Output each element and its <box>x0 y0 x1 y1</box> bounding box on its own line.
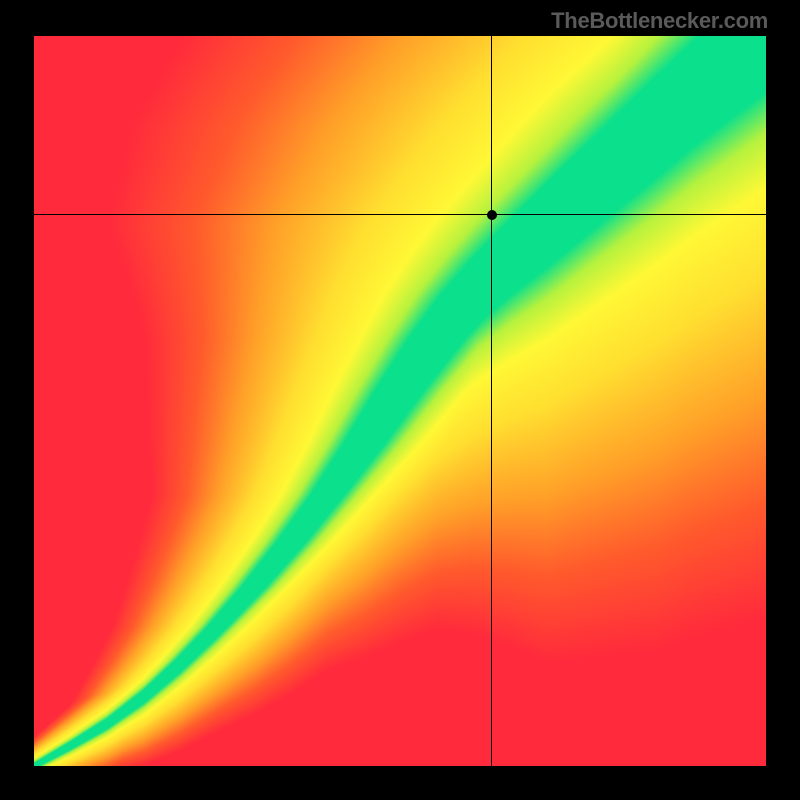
chart-container: TheBottlenecker.com <box>0 0 800 800</box>
watermark-text: TheBottlenecker.com <box>551 8 768 34</box>
heatmap-plot <box>34 36 766 766</box>
crosshair-marker <box>487 210 497 220</box>
heatmap-canvas <box>34 36 766 766</box>
crosshair-horizontal <box>34 214 766 215</box>
crosshair-vertical <box>491 36 492 766</box>
